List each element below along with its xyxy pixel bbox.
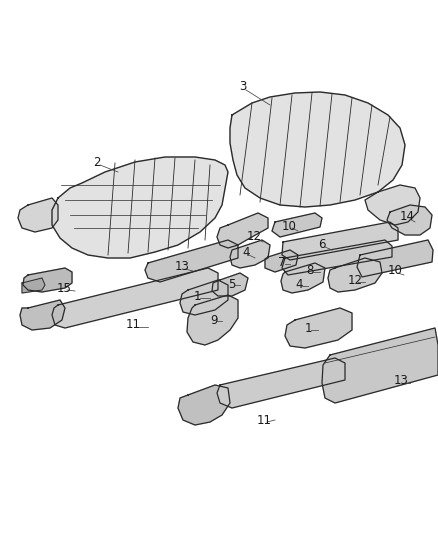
Text: 13: 13	[175, 261, 190, 273]
Text: 11: 11	[257, 414, 272, 426]
Polygon shape	[23, 268, 72, 292]
Text: 12: 12	[247, 230, 261, 244]
Polygon shape	[265, 250, 298, 272]
Text: 5: 5	[228, 278, 236, 290]
Text: 1: 1	[193, 289, 201, 303]
Polygon shape	[178, 385, 230, 425]
Text: 4: 4	[242, 246, 250, 260]
Text: 2: 2	[93, 157, 101, 169]
Polygon shape	[230, 240, 270, 268]
Text: 13: 13	[394, 375, 409, 387]
Polygon shape	[285, 308, 352, 348]
Polygon shape	[20, 300, 65, 330]
Polygon shape	[387, 205, 432, 235]
Polygon shape	[322, 328, 438, 403]
Text: 3: 3	[239, 80, 247, 93]
Text: 6: 6	[318, 238, 326, 252]
Polygon shape	[217, 213, 268, 248]
Polygon shape	[357, 240, 433, 277]
Polygon shape	[282, 240, 392, 275]
Text: 1: 1	[304, 321, 312, 335]
Text: 9: 9	[210, 313, 218, 327]
Polygon shape	[145, 240, 238, 282]
Text: 10: 10	[388, 264, 403, 278]
Text: 4: 4	[295, 278, 303, 290]
Text: 12: 12	[347, 273, 363, 287]
Polygon shape	[52, 157, 228, 258]
Polygon shape	[187, 295, 238, 345]
Polygon shape	[212, 273, 248, 296]
Polygon shape	[365, 185, 420, 225]
Text: 14: 14	[399, 211, 414, 223]
Polygon shape	[180, 280, 228, 315]
Polygon shape	[18, 198, 58, 232]
Polygon shape	[217, 358, 345, 408]
Text: 8: 8	[306, 263, 314, 277]
Polygon shape	[52, 268, 218, 328]
Polygon shape	[282, 222, 398, 260]
Polygon shape	[272, 213, 322, 237]
Text: 10: 10	[282, 220, 297, 232]
Polygon shape	[230, 92, 405, 207]
Polygon shape	[281, 263, 325, 293]
Text: 11: 11	[126, 319, 141, 332]
Polygon shape	[22, 278, 45, 293]
Text: 7: 7	[278, 255, 286, 269]
Text: 15: 15	[57, 281, 71, 295]
Polygon shape	[328, 258, 382, 292]
